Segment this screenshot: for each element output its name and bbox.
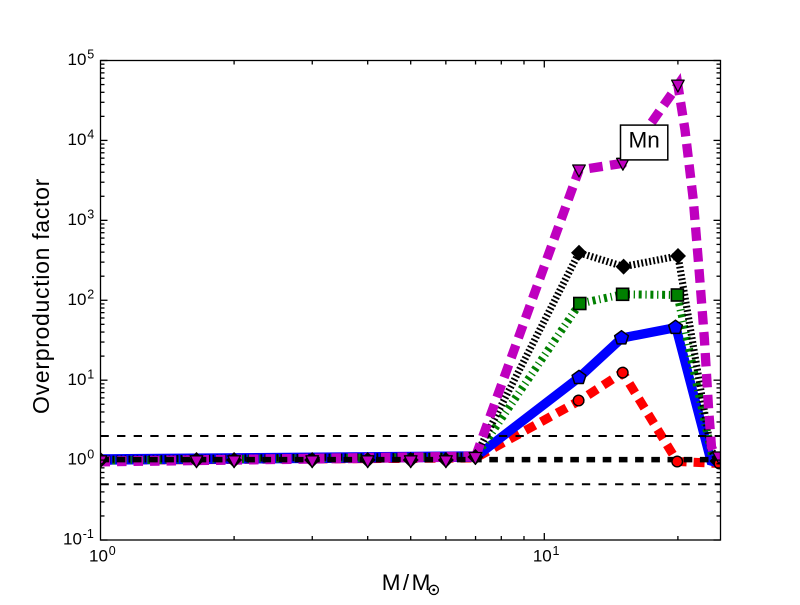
svg-text:M/M: M/M: [382, 570, 433, 595]
svg-text:10: 10: [68, 290, 87, 309]
svg-text:1: 1: [87, 367, 94, 381]
svg-text:0: 0: [87, 447, 94, 461]
svg-text:10: 10: [68, 370, 87, 389]
svg-text:10: 10: [68, 50, 87, 69]
svg-text:5: 5: [87, 48, 94, 62]
svg-text:Mn: Mn: [629, 128, 660, 153]
svg-text:10: 10: [68, 450, 87, 469]
svg-text:2: 2: [87, 288, 94, 302]
svg-text:10: 10: [68, 130, 87, 149]
svg-text:0: 0: [109, 544, 116, 558]
svg-text:10: 10: [89, 546, 108, 565]
svg-text:-1: -1: [83, 527, 94, 541]
svg-text:Overproduction factor: Overproduction factor: [28, 178, 54, 414]
svg-text:10: 10: [63, 530, 82, 549]
svg-text:1: 1: [553, 544, 560, 558]
svg-text:10: 10: [68, 210, 87, 229]
svg-text:10: 10: [533, 546, 552, 565]
svg-text:4: 4: [87, 128, 94, 142]
svg-text:3: 3: [87, 208, 94, 222]
